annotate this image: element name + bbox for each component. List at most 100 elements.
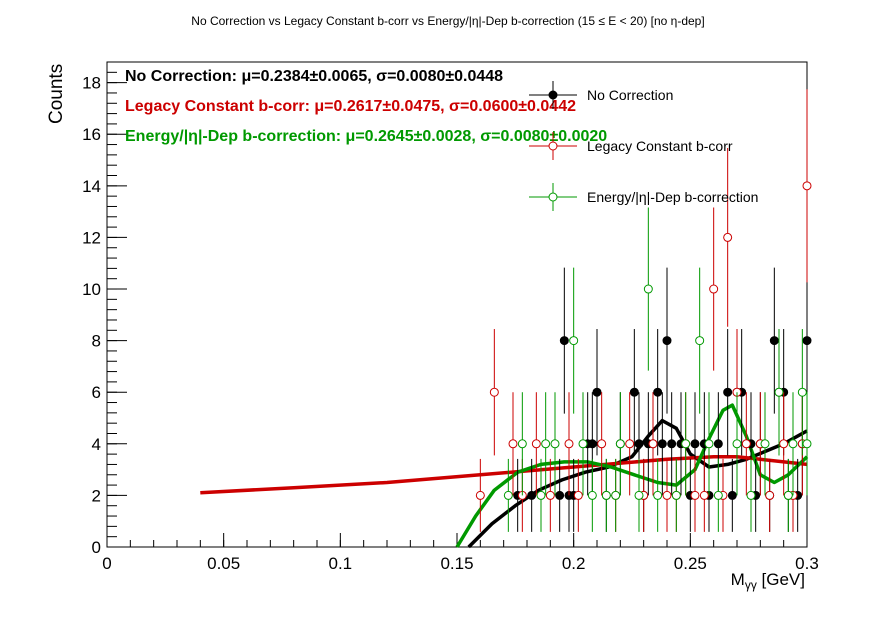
data-point bbox=[503, 490, 513, 500]
fit-annotation-label: Legacy Constant b-corr: bbox=[125, 98, 314, 115]
data-point bbox=[653, 387, 663, 397]
x-tick-label: 0 bbox=[102, 554, 111, 573]
data-point bbox=[629, 387, 639, 397]
data-point bbox=[713, 490, 723, 500]
data-point bbox=[564, 439, 574, 449]
x-axis-label: Mγγ [GeV] bbox=[731, 570, 805, 592]
y-tick-label: 18 bbox=[82, 74, 101, 93]
data-point bbox=[727, 490, 737, 500]
legend-marker bbox=[548, 90, 558, 100]
y-tick-label: 14 bbox=[82, 177, 101, 196]
data-point bbox=[662, 336, 672, 346]
y-tick-label: 16 bbox=[82, 125, 101, 144]
data-point bbox=[732, 439, 742, 449]
legend-marker bbox=[548, 141, 558, 151]
fit-annotation-values: μ=0.2617±0.0475, σ=0.0600±0.0442 bbox=[314, 98, 576, 115]
x-tick-label: 0.1 bbox=[329, 554, 353, 573]
y-tick-label: 2 bbox=[92, 486, 101, 505]
data-point bbox=[671, 490, 681, 500]
data-point bbox=[657, 439, 667, 449]
data-point bbox=[531, 439, 541, 449]
x-tick-label: 0.05 bbox=[207, 554, 240, 573]
data-point bbox=[797, 387, 807, 397]
data-point bbox=[573, 490, 583, 500]
data-point bbox=[634, 439, 644, 449]
data-point bbox=[475, 490, 485, 500]
x-tick-label: 0.3 bbox=[795, 554, 819, 573]
data-point bbox=[643, 284, 653, 294]
data-point bbox=[601, 490, 611, 500]
x-axis-label-sub: γγ bbox=[745, 578, 757, 592]
data-point bbox=[545, 490, 555, 500]
fit-annotations: No Correction: μ=0.2384±0.0065, σ=0.0080… bbox=[125, 68, 607, 145]
fit-annotation-values: μ=0.2384±0.0065, σ=0.0080±0.0448 bbox=[241, 68, 503, 85]
fit-curve bbox=[455, 403, 809, 548]
data-point bbox=[788, 439, 798, 449]
data-point bbox=[559, 336, 569, 346]
data-point bbox=[704, 439, 714, 449]
data-point bbox=[541, 439, 551, 449]
data-point bbox=[489, 387, 499, 397]
data-point bbox=[681, 439, 691, 449]
y-axis-label: Counts bbox=[46, 64, 67, 124]
fit-annotation-label: No Correction: bbox=[125, 68, 241, 85]
x-axis-label-main: M bbox=[731, 570, 745, 589]
data-point bbox=[695, 336, 705, 346]
data-point bbox=[769, 336, 779, 346]
y-tick-label: 12 bbox=[82, 228, 101, 247]
legend-label: Energy/|η|-Dep b-correction bbox=[587, 189, 758, 205]
data-point bbox=[760, 439, 770, 449]
data-point bbox=[648, 439, 658, 449]
data-point bbox=[774, 387, 784, 397]
data-point bbox=[779, 439, 789, 449]
data-point bbox=[653, 490, 663, 500]
data-point bbox=[517, 439, 527, 449]
data-point bbox=[536, 490, 546, 500]
fit-annotation: Legacy Constant b-corr: μ=0.2617±0.0475,… bbox=[125, 98, 576, 115]
y-tick-label: 6 bbox=[92, 383, 101, 402]
fit-curve bbox=[200, 454, 808, 495]
data-point bbox=[527, 490, 537, 500]
data-point bbox=[783, 490, 793, 500]
x-tick-label: 0.2 bbox=[562, 554, 586, 573]
fit-annotation-label: Energy/|η|-Dep b-correction: bbox=[125, 128, 346, 145]
legend-label: No Correction bbox=[587, 87, 673, 103]
data-point bbox=[592, 387, 602, 397]
data-point bbox=[690, 490, 700, 500]
data-point bbox=[699, 490, 709, 500]
data-point bbox=[802, 181, 812, 191]
y-tick-label: 8 bbox=[92, 332, 101, 351]
data-point bbox=[569, 336, 579, 346]
data-point bbox=[597, 439, 607, 449]
y-tick-label: 4 bbox=[92, 435, 101, 454]
x-tick-label: 0.15 bbox=[440, 554, 473, 573]
data-point bbox=[723, 387, 733, 397]
data-point bbox=[746, 490, 756, 500]
data-point bbox=[587, 439, 597, 449]
x-axis-label-unit: [GeV] bbox=[757, 570, 805, 589]
plot-area: 0 0.05 0.1 0.15 0.2 0.25 0.3 0 2 4 6 8 10 12 14 16 18 bbox=[82, 61, 819, 573]
data-point bbox=[690, 439, 700, 449]
legend-label: Legacy Constant b-corr bbox=[587, 138, 733, 154]
data-point bbox=[713, 439, 723, 449]
y-tick-label: 0 bbox=[92, 538, 101, 557]
data-point bbox=[578, 439, 588, 449]
data-point bbox=[662, 490, 672, 500]
data-point bbox=[587, 490, 597, 500]
data-point bbox=[615, 439, 625, 449]
x-tick-label: 0.25 bbox=[674, 554, 707, 573]
chart-title: No Correction vs Legacy Constant b-corr … bbox=[191, 14, 704, 28]
data-point bbox=[634, 490, 644, 500]
fit-annotation-values: μ=0.2645±0.0028, σ=0.0080±0.0020 bbox=[346, 128, 608, 145]
data-point bbox=[802, 439, 812, 449]
data-point bbox=[723, 232, 733, 242]
fit-annotation: Energy/|η|-Dep b-correction: μ=0.2645±0.… bbox=[125, 128, 607, 145]
y-tick-label: 10 bbox=[82, 280, 101, 299]
data-point bbox=[667, 439, 677, 449]
legend: No Correction Legacy Constant b-corr Energ… bbox=[529, 81, 758, 211]
data-point bbox=[550, 439, 560, 449]
fit-annotation: No Correction: μ=0.2384±0.0065, σ=0.0080… bbox=[125, 68, 503, 85]
data-point bbox=[741, 439, 751, 449]
legend-marker bbox=[548, 192, 558, 202]
